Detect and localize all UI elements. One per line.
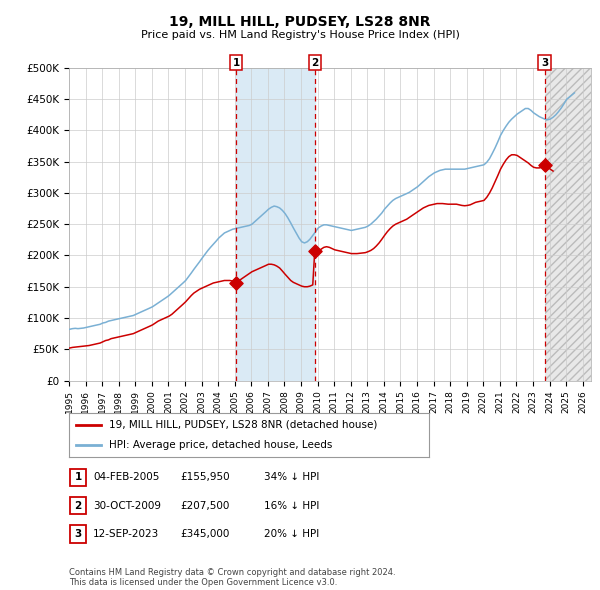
Bar — [545, 68, 591, 381]
Text: £155,950: £155,950 — [180, 473, 230, 482]
Text: 1: 1 — [74, 473, 82, 482]
Text: 16% ↓ HPI: 16% ↓ HPI — [264, 501, 319, 510]
Text: 19, MILL HILL, PUDSEY, LS28 8NR: 19, MILL HILL, PUDSEY, LS28 8NR — [169, 15, 431, 29]
Text: 20% ↓ HPI: 20% ↓ HPI — [264, 529, 319, 539]
Point — [232, 278, 241, 288]
Text: £345,000: £345,000 — [180, 529, 229, 539]
Text: 19, MILL HILL, PUDSEY, LS28 8NR (detached house): 19, MILL HILL, PUDSEY, LS28 8NR (detache… — [109, 420, 377, 430]
Text: 1: 1 — [233, 58, 240, 68]
Text: HPI: Average price, detached house, Leeds: HPI: Average price, detached house, Leed… — [109, 440, 332, 450]
Text: 30-OCT-2009: 30-OCT-2009 — [93, 501, 161, 510]
Bar — [236, 68, 315, 381]
Text: £207,500: £207,500 — [180, 501, 229, 510]
Text: Price paid vs. HM Land Registry's House Price Index (HPI): Price paid vs. HM Land Registry's House … — [140, 30, 460, 40]
Text: 2: 2 — [74, 501, 82, 510]
Text: Contains HM Land Registry data © Crown copyright and database right 2024.
This d: Contains HM Land Registry data © Crown c… — [69, 568, 395, 587]
Point — [310, 246, 320, 255]
Text: 12-SEP-2023: 12-SEP-2023 — [93, 529, 159, 539]
Point — [540, 160, 550, 169]
Text: 04-FEB-2005: 04-FEB-2005 — [93, 473, 160, 482]
Text: 2: 2 — [311, 58, 319, 68]
Text: 3: 3 — [74, 529, 82, 539]
Text: 34% ↓ HPI: 34% ↓ HPI — [264, 473, 319, 482]
Text: 3: 3 — [541, 58, 548, 68]
